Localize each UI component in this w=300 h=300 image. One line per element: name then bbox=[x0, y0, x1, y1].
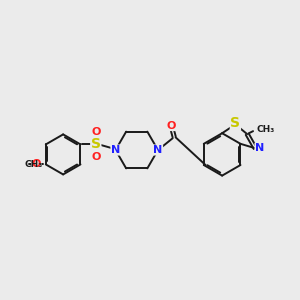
Text: N: N bbox=[255, 143, 264, 153]
Text: O: O bbox=[32, 159, 41, 170]
Text: O: O bbox=[91, 127, 101, 137]
Text: O: O bbox=[167, 121, 176, 130]
Text: O: O bbox=[91, 152, 101, 162]
Text: S: S bbox=[230, 116, 240, 130]
Text: N: N bbox=[111, 145, 120, 155]
Text: CH₃: CH₃ bbox=[256, 125, 275, 134]
Text: N: N bbox=[153, 145, 163, 155]
Text: S: S bbox=[91, 137, 101, 152]
Text: CH₃: CH₃ bbox=[24, 160, 42, 169]
